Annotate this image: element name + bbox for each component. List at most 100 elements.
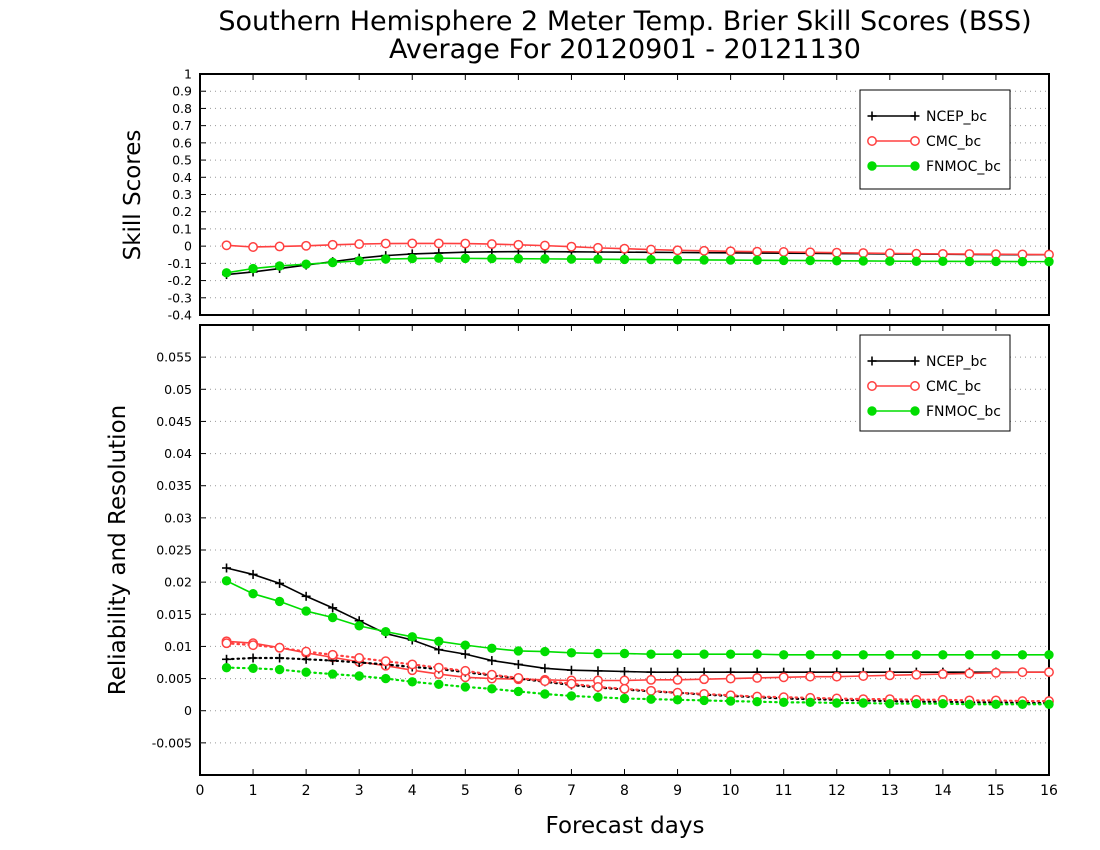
panel-0-series-1-point: [593, 242, 603, 253]
panel-0-series-2-point: [699, 255, 709, 265]
panel-1-series-2-point: [832, 650, 842, 660]
x-tick-label: 7: [567, 783, 576, 799]
x-tick-label: 2: [302, 783, 311, 799]
panel-1-series-1-point: [858, 671, 869, 681]
panel-0-series-2-point: [354, 256, 364, 266]
panel-1-series-5: [221, 662, 1054, 709]
panel-1-series-5-point: [434, 679, 444, 690]
panel-0-y-tick-label: 0.9: [172, 84, 192, 99]
x-tick-label: 12: [828, 783, 846, 799]
panel-1-y-tick-label: 0.015: [156, 607, 192, 622]
panel-1-series-1-point: [990, 667, 1001, 678]
panel-1-series-5-point: [646, 694, 656, 704]
panel-0-series-2-point: [752, 255, 762, 265]
panel-1-series-5-point: [354, 671, 364, 681]
panel-1-series-4-point: [646, 685, 656, 696]
panel-1-series-5-point: [619, 693, 630, 704]
panel-1-series-4-point: [486, 669, 497, 680]
panel-1-series-2-point: [593, 648, 603, 659]
panel-1-legend-marker: [910, 406, 920, 416]
panel-0-series-2-point: [434, 253, 444, 263]
panel-1-y-tick-label: 0.035: [156, 478, 192, 493]
panel-1-series-2-point: [248, 589, 258, 599]
panel-1-series-2-point: [1017, 650, 1028, 660]
plot-layer: -0.4 -0.3 -0.2 -0.1 0 0.1 0.2 0.3 0.4 0.5 0.6 0.7 0.…: [152, 67, 1058, 800]
panel-0-series-1-point: [433, 238, 444, 249]
panel-1-series-4-point: [593, 681, 603, 692]
panel-0-series-1-point: [725, 246, 736, 257]
panel-1-series-5-point: [381, 673, 391, 684]
panel-1-series-2-point: [487, 643, 497, 654]
panel-1-series-1-point: [805, 671, 816, 682]
panel-0-series-1-point: [486, 239, 497, 250]
panel-0-series-1-point: [460, 238, 471, 249]
panel-1-series-4-point: [221, 638, 232, 649]
panel-0-series-2-point: [1017, 256, 1028, 267]
bottom-panel-y-axis-label: Reliability and Resolution: [105, 405, 131, 695]
panel-1-y-tick-label: 0.045: [156, 414, 192, 429]
panel-0-series-2-point: [301, 259, 311, 269]
panel-1-series-2-point: [274, 596, 285, 607]
panel-0-y-tick-label: 0.1: [172, 221, 192, 236]
panel-1-series-2-line: [226, 580, 1049, 656]
x-tick-label: 8: [620, 783, 629, 799]
panel-0-series-2-point: [805, 255, 815, 266]
panel-1-series-5-point: [991, 699, 1001, 709]
panel-0-y-tick-label: -0.4: [168, 308, 192, 323]
panel-1-y-tick-label: 0.01: [164, 639, 192, 654]
panel-0-series-2-point: [487, 253, 497, 264]
panel-0-y-tick-label: 0.3: [172, 187, 192, 202]
panel-1-series-2-point: [221, 576, 232, 586]
panel-1-series-2: [221, 576, 1054, 660]
panel-1-series-4-point: [619, 683, 630, 694]
panel-0-series-1-point: [327, 239, 338, 250]
panel-0-series-0: [222, 247, 1054, 280]
panel-0-series-2-point: [991, 256, 1001, 267]
panel-1-series-4-point: [274, 642, 285, 653]
panel-0-series-2-point: [566, 254, 577, 264]
panel-0-series-1-point: [778, 247, 789, 257]
panel-0-y-tick-label: 0.2: [172, 204, 192, 219]
panel-1-series-2-point: [964, 650, 975, 660]
panel-1-series-5-point: [964, 699, 975, 709]
panel-0-series-2-point: [327, 257, 338, 268]
panel-1-series-2-point: [646, 649, 656, 659]
panel-1-series-2-point: [619, 648, 630, 659]
panel-0-series-1-point: [248, 242, 259, 252]
x-tick-label: 1: [249, 783, 258, 799]
panel-0-series-1-point: [672, 245, 683, 256]
panel-1-series-2-point: [434, 636, 444, 646]
panel-1-series-1-line: [226, 640, 1049, 682]
panel-1-series-5-point: [248, 663, 258, 673]
panel-1-legend-label: NCEP_bc: [926, 354, 987, 370]
panel-0-series-2-point: [619, 254, 630, 265]
panel-1-series-5-point: [752, 697, 762, 707]
panel-0-legend-label: FNMOC_bc: [926, 159, 1001, 175]
panel-0-series-1-point: [354, 239, 365, 250]
panel-0-series-2-point: [964, 256, 975, 267]
panel-1-series-1-point: [1044, 667, 1054, 678]
panel-1-series-2-point: [778, 650, 789, 660]
panel-1-series-2-point: [991, 650, 1001, 660]
x-tick-label: 4: [408, 783, 417, 799]
panel-1-series-5-point: [327, 669, 338, 679]
panel-1-series-4-point: [539, 676, 550, 687]
x-tick-label: 10: [722, 783, 740, 799]
panel-0-legend-label: CMC_bc: [926, 134, 981, 150]
panel-0-legend-marker: [910, 136, 920, 146]
panel-1-series-2-point: [407, 632, 417, 642]
panel-0-y-tick-label: 0.7: [172, 118, 192, 133]
panel-1-series-2-point: [725, 649, 736, 659]
panel-1-series-1-point: [831, 671, 842, 682]
panel-0-y-tick-label: 1: [184, 67, 192, 82]
panel-0-legend-box: [859, 89, 1011, 190]
panel-1-series-5-point: [487, 684, 497, 694]
x-tick-label: 15: [987, 783, 1005, 799]
panel-1-legend-marker: [867, 406, 877, 416]
panel-1-series-5-point: [858, 698, 868, 708]
panel-0-series-2-point: [274, 261, 285, 271]
panel-0-legend-marker: [867, 136, 877, 146]
chart-title: Southern Hemisphere 2 Meter Temp. Brier …: [218, 6, 1031, 37]
panel-0-series-2-point: [938, 256, 948, 266]
panel-0-series-2-point: [1044, 256, 1054, 267]
